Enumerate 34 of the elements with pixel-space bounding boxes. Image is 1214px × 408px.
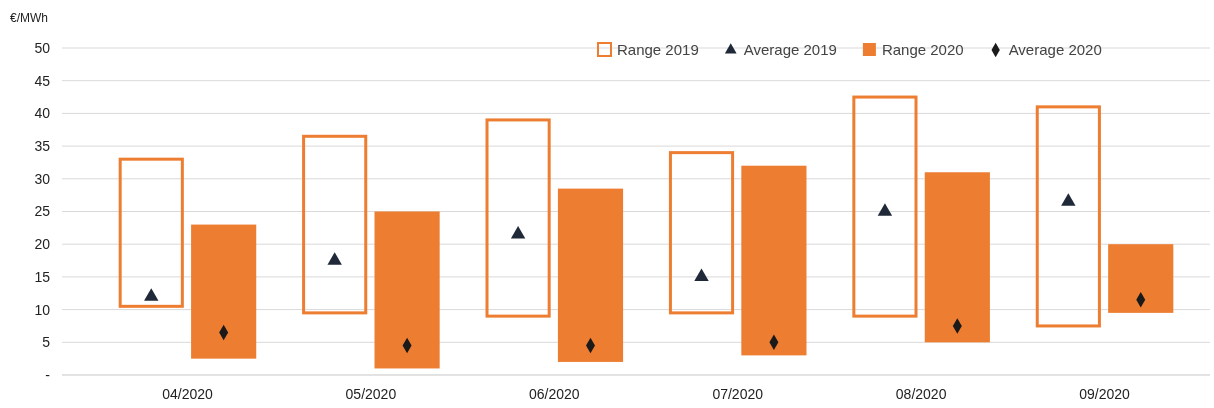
bar [302, 134, 368, 315]
y-tick-label: 10 [34, 301, 51, 318]
bar [924, 172, 990, 343]
y-tick-label: 45 [34, 72, 51, 89]
x-tick-label: 08/2020 [895, 385, 947, 402]
x-tick-label: 06/2020 [528, 385, 580, 402]
y-tick-label: - [45, 366, 51, 383]
y-tick-label: 40 [34, 105, 51, 122]
x-tick-label: 07/2020 [712, 385, 764, 402]
bar [1035, 105, 1101, 328]
x-tick-label: 05/2020 [345, 385, 397, 402]
x-tick-label: 04/2020 [162, 385, 213, 402]
bar [191, 224, 257, 359]
bar [741, 165, 807, 356]
bar [485, 118, 551, 318]
y-axis-title: €/MWh [10, 11, 49, 25]
y-tick-label: 30 [34, 170, 51, 187]
bar [118, 157, 184, 308]
bar [668, 151, 735, 315]
x-tick-label: 09/2020 [1079, 385, 1131, 402]
y-tick-label: 25 [34, 203, 51, 220]
y-tick-label: 20 [34, 236, 51, 253]
bar [852, 95, 918, 318]
y-tick-label: 5 [42, 334, 51, 351]
legend-label: Average 2019 [743, 41, 837, 58]
bar [557, 188, 624, 362]
y-tick-label: 50 [34, 39, 51, 56]
y-tick-label: 15 [34, 268, 51, 285]
bar [1108, 244, 1174, 313]
legend-label: Range 2020 [881, 41, 964, 58]
legend-label: Range 2019 [617, 41, 699, 58]
bar [374, 211, 440, 369]
y-tick-label: 35 [34, 138, 51, 155]
legend-label: Average 2020 [1008, 41, 1102, 58]
